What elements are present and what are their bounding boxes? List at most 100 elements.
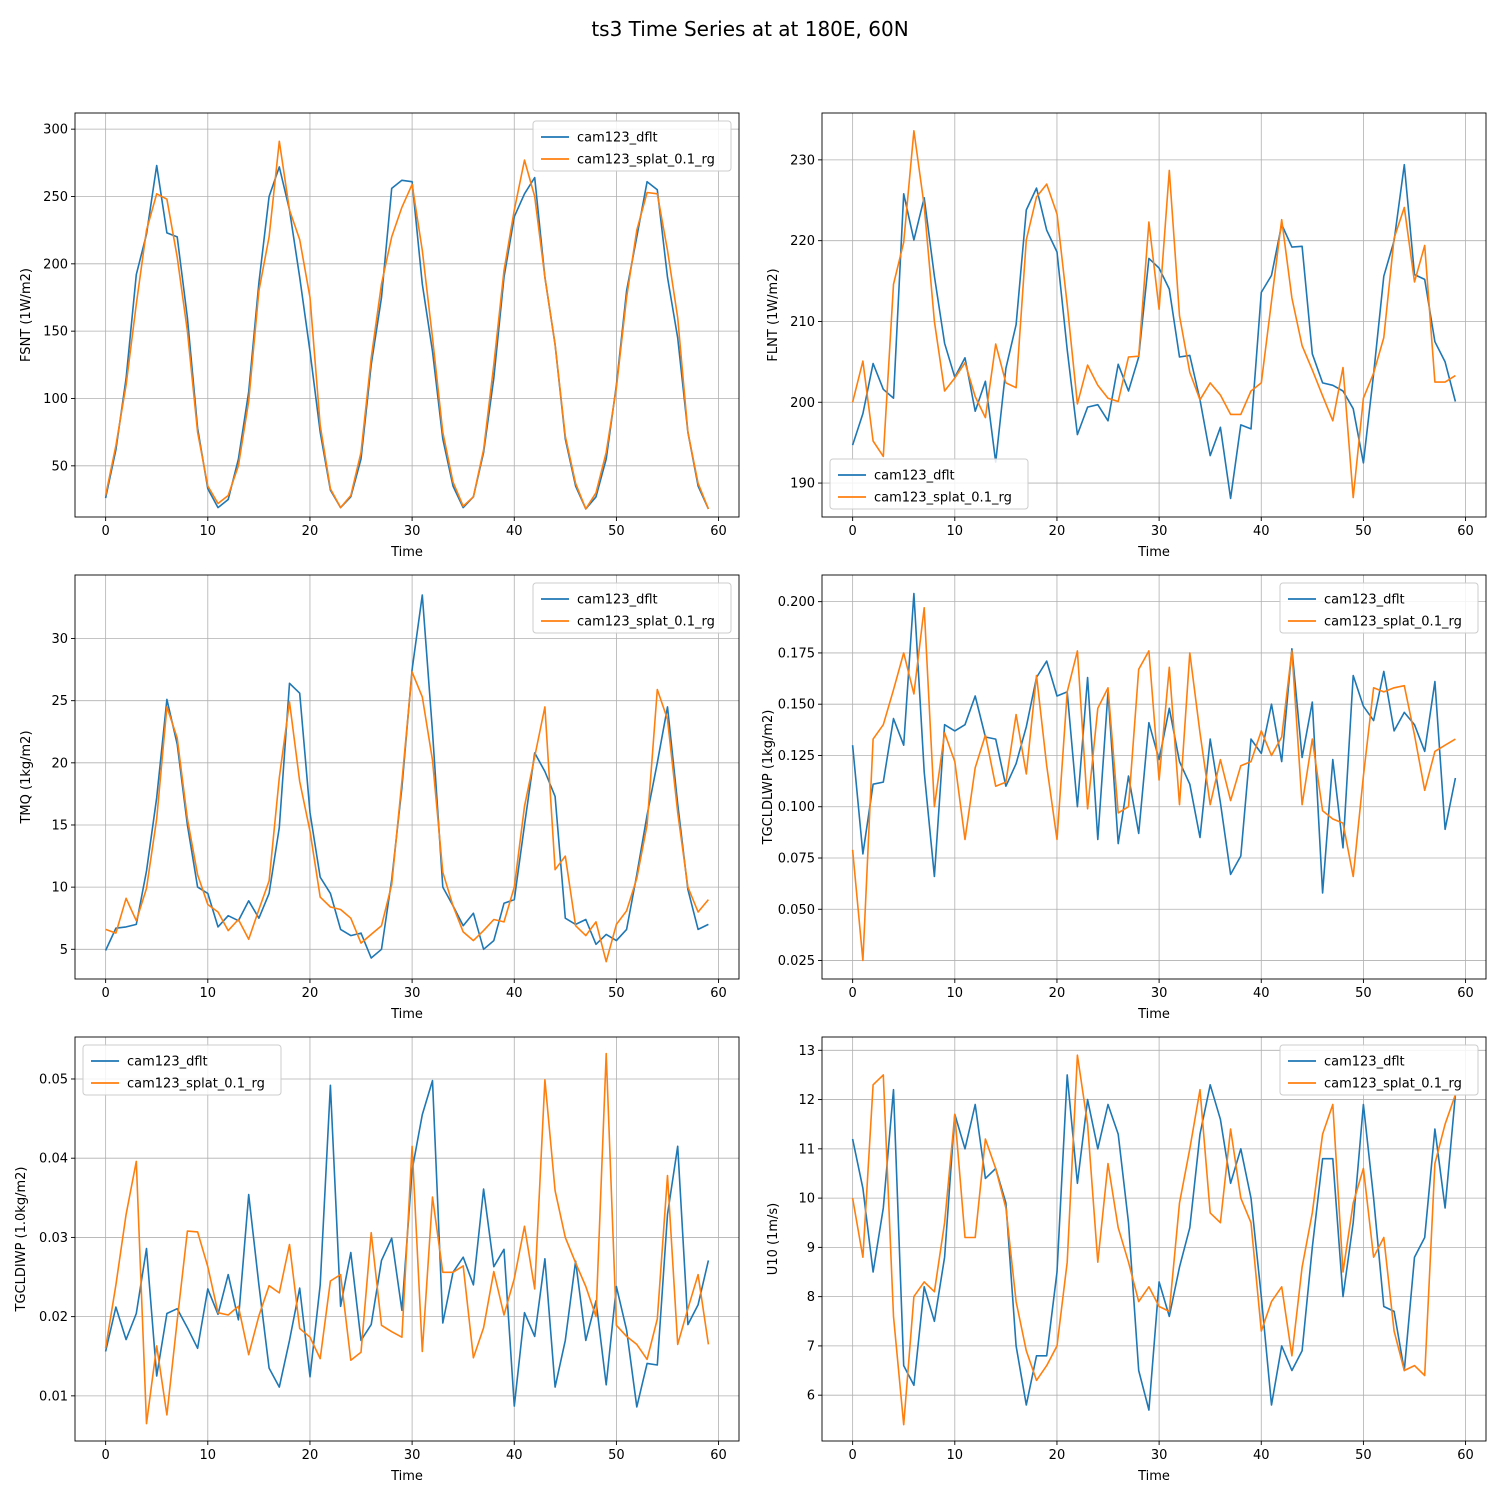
y-axis-label: TGCLDIWP (1.0kg/m2): [14, 1167, 29, 1313]
legend-label: cam123_splat_0.1_rg: [577, 153, 715, 168]
x-tick-label: 20: [302, 524, 319, 539]
grid: [822, 1037, 1486, 1441]
y-tick-label: 0.175: [778, 646, 815, 661]
y-tick-label: 7: [807, 1339, 815, 1354]
x-tick-label: 10: [947, 986, 964, 1001]
x-tick-label: 60: [710, 1448, 727, 1463]
y-axis-label: FSNT (1W/m2): [19, 268, 34, 362]
y-tick-label: 300: [43, 123, 68, 138]
x-tick-label: 60: [710, 524, 727, 539]
x-axis-label: Time: [1137, 1007, 1170, 1022]
y-tick-label: 0.150: [778, 698, 815, 713]
y-tick-label: 20: [51, 756, 68, 771]
subplot-6: 0 10 20 30 40 50 60 6 7 8 9 10 11 12 13 Time U10 (1m/s) c…: [766, 1036, 1487, 1484]
series-line-2: [104, 1052, 710, 1425]
axes-frame: [821, 1036, 1487, 1442]
legend-label: cam123_splat_0.1_rg: [1324, 1077, 1462, 1092]
x-tick-label: 30: [1151, 524, 1168, 539]
x-tick-label: 60: [710, 986, 727, 1001]
grid: [822, 575, 1486, 979]
y-tick-label: 210: [790, 315, 815, 330]
y-tick-label: 0.050: [778, 903, 815, 918]
x-tick-label: 20: [302, 986, 319, 1001]
series-line-2: [851, 606, 1456, 962]
x-tick-label: 20: [1049, 986, 1066, 1001]
x-tick-label: 60: [1457, 986, 1474, 1001]
legend: cam123_dflt cam123_splat_0.1_rg: [1279, 1044, 1479, 1096]
x-axis-label: Time: [390, 545, 423, 560]
y-tick-label: 200: [790, 396, 815, 411]
x-tick-label: 50: [1355, 986, 1372, 1001]
legend-label: cam123_splat_0.1_rg: [127, 1077, 265, 1092]
x-tick-label: 30: [404, 986, 421, 1001]
y-tick-label: 0.05: [39, 1072, 68, 1087]
x-tick-label: 60: [1457, 524, 1474, 539]
y-axis-label: U10 (1m/s): [766, 1203, 781, 1275]
series-line-2: [851, 130, 1456, 499]
grid: [75, 575, 739, 979]
legend: cam123_dflt cam123_splat_0.1_rg: [829, 458, 1029, 510]
y-tick-label: 5: [60, 943, 68, 958]
axes-frame: [74, 1036, 740, 1442]
x-tick-label: 0: [102, 1448, 110, 1463]
grid: [75, 1037, 739, 1441]
y-tick-label: 200: [43, 257, 68, 272]
y-tick-label: 250: [43, 190, 68, 205]
subplot-3: 0 10 20 30 40 50 60 5 10 15 20 25 30 Time TMQ (1kg/m2)…: [19, 574, 740, 1022]
x-tick-label: 0: [849, 1448, 857, 1463]
legend-label: cam123_splat_0.1_rg: [1324, 615, 1462, 630]
y-tick-label: 0.03: [39, 1231, 68, 1246]
x-axis-label: Time: [1137, 545, 1170, 560]
y-tick-label: 11: [798, 1142, 815, 1157]
y-tick-label: 9: [807, 1241, 815, 1256]
x-tick-label: 40: [506, 524, 523, 539]
y-tick-label: 0.01: [39, 1389, 68, 1404]
legend-label: cam123_dflt: [577, 131, 658, 146]
x-axis-label: Time: [390, 1007, 423, 1022]
legend-label: cam123_splat_0.1_rg: [874, 491, 1012, 506]
x-tick-label: 40: [1253, 986, 1270, 1001]
y-tick-label: 0.04: [39, 1152, 68, 1167]
figure-title: ts3 Time Series at at 180E, 60N: [591, 17, 908, 41]
x-tick-label: 30: [1151, 986, 1168, 1001]
subplot-2: 0 10 20 30 40 50 60 190 200 210 220 230 Time FLNT (1W…: [766, 112, 1487, 560]
grid: [75, 113, 739, 517]
x-tick-label: 40: [1253, 1448, 1270, 1463]
legend-box: [532, 120, 732, 172]
axes-frame: [74, 574, 740, 980]
legend-box: [829, 458, 1029, 510]
legend: cam123_dflt cam123_splat_0.1_rg: [532, 120, 732, 172]
y-tick-label: 0.025: [778, 954, 815, 969]
legend: cam123_dflt cam123_splat_0.1_rg: [532, 582, 732, 634]
x-tick-label: 50: [608, 986, 625, 1001]
x-tick-label: 50: [1355, 524, 1372, 539]
x-tick-label: 50: [608, 524, 625, 539]
y-tick-label: 10: [51, 881, 68, 896]
x-tick-label: 10: [200, 986, 217, 1001]
y-axis-label: FLNT (1W/m2): [766, 268, 781, 361]
y-tick-label: 190: [790, 477, 815, 492]
axes-frame: [821, 574, 1487, 980]
subplot-5: 0 10 20 30 40 50 60 0.01 0.02 0.03 0.04 0.05 Time TGC…: [14, 1036, 740, 1484]
y-tick-label: 25: [51, 694, 68, 709]
y-tick-label: 13: [798, 1044, 815, 1059]
series-line-2: [105, 671, 710, 963]
x-tick-label: 50: [1355, 1448, 1372, 1463]
y-tick-label: 0.02: [39, 1310, 68, 1325]
y-tick-label: 15: [51, 818, 68, 833]
series-line-2: [851, 1054, 1457, 1426]
x-tick-label: 40: [506, 986, 523, 1001]
y-tick-label: 10: [798, 1192, 815, 1207]
axes-frame: [821, 112, 1487, 518]
series-line-1: [851, 163, 1457, 500]
series-line-1: [851, 1074, 1457, 1411]
y-tick-label: 220: [790, 234, 815, 249]
x-tick-label: 10: [200, 524, 217, 539]
x-tick-label: 20: [1049, 524, 1066, 539]
x-tick-label: 20: [1049, 1448, 1066, 1463]
axes-frame: [74, 112, 740, 518]
x-tick-label: 60: [1457, 1448, 1474, 1463]
x-tick-label: 0: [102, 524, 110, 539]
x-axis-label: Time: [390, 1469, 423, 1484]
